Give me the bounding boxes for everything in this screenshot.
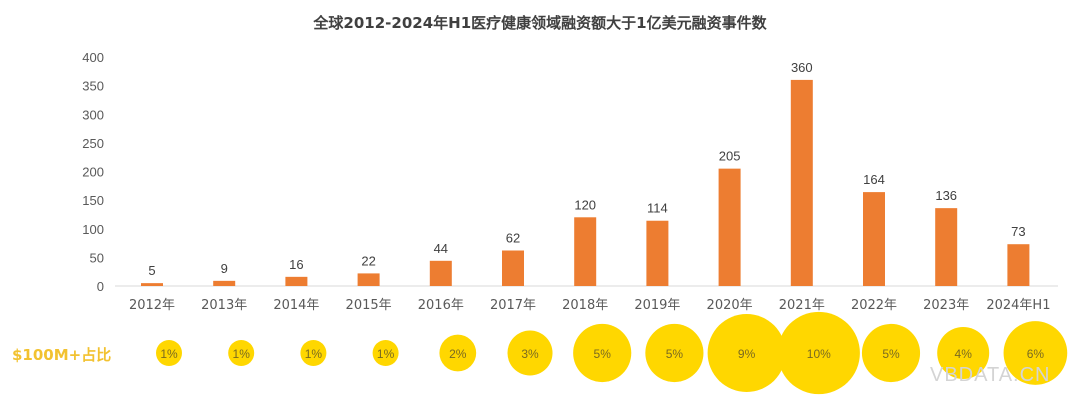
bar [429, 260, 452, 286]
data-label: 9 [221, 261, 228, 276]
x-tick-label: 2013年 [201, 298, 247, 313]
bar [935, 208, 958, 286]
bubble-label: 4% [955, 347, 973, 361]
x-tick-label: 2021年 [779, 298, 825, 313]
chart-title: 全球2012-2024年H1医疗健康领域融资额大于1亿美元融资事件数 [313, 14, 767, 32]
bubble-row-label: $100M+占比 [12, 346, 112, 364]
bubble [439, 334, 477, 372]
data-label: 164 [863, 172, 885, 187]
bubble [645, 323, 704, 383]
bubble-label: 6% [1027, 347, 1045, 361]
bar [285, 276, 308, 286]
x-tick-label: 2012年 [129, 298, 175, 313]
data-label: 205 [719, 149, 741, 164]
x-tick-label: 2014年 [273, 298, 319, 313]
data-label: 22 [361, 253, 375, 268]
y-tick-label: 150 [82, 193, 104, 208]
y-tick-label: 50 [90, 250, 104, 265]
x-tick-label: 2016年 [418, 298, 464, 313]
bubble [777, 311, 860, 395]
bubble [707, 314, 786, 392]
x-tick-label: 2017年 [490, 298, 536, 313]
x-tick-label: 2020年 [707, 298, 753, 313]
bar [863, 192, 885, 286]
bar [790, 79, 813, 287]
bubble [507, 330, 553, 376]
bubble [861, 323, 921, 383]
data-label: 73 [1011, 224, 1025, 239]
bubble-label: 10% [807, 347, 831, 361]
bar [141, 283, 163, 286]
bar [1007, 244, 1030, 286]
bubble [1003, 321, 1068, 385]
bar [213, 280, 236, 286]
bubble-label: 1% [377, 347, 395, 361]
bar [357, 273, 380, 286]
data-label: 62 [506, 231, 520, 246]
bubble-label: 1% [160, 347, 178, 361]
bar [502, 250, 524, 286]
data-label: 5 [148, 263, 155, 278]
bubble-label: 1% [233, 347, 251, 361]
data-label: 114 [647, 201, 668, 216]
x-tick-label: 2024年H1 [986, 298, 1050, 313]
y-tick-label: 350 [82, 79, 104, 94]
bubble-label: 2% [449, 347, 467, 361]
bubble [300, 340, 327, 366]
bar [718, 168, 741, 286]
data-label: 120 [574, 197, 596, 212]
bubble [228, 340, 255, 366]
bubble [573, 323, 632, 383]
bar [574, 217, 597, 286]
x-tick-label: 2019年 [634, 298, 680, 313]
data-label: 360 [791, 60, 813, 75]
bubble-label: 5% [882, 347, 900, 361]
data-label: 136 [935, 188, 957, 203]
y-tick-label: 250 [82, 136, 104, 151]
bubble-label: 9% [738, 347, 756, 361]
y-tick-label: 100 [82, 222, 104, 237]
x-tick-label: 2018年 [562, 298, 608, 313]
y-tick-label: 300 [82, 107, 104, 122]
x-tick-label: 2022年 [851, 298, 897, 313]
y-tick-label: 0 [97, 279, 104, 294]
bar [646, 220, 669, 286]
bubble [937, 327, 990, 379]
bubble-label: 1% [305, 347, 323, 361]
y-tick-label: 200 [82, 165, 104, 180]
bubble [372, 340, 399, 366]
bubble-label: 5% [594, 347, 612, 361]
bubble-label: 5% [666, 347, 684, 361]
data-label: 44 [434, 241, 448, 256]
data-label: 16 [289, 257, 303, 272]
x-tick-label: 2015年 [346, 298, 392, 313]
bubble [156, 340, 182, 366]
bubble-label: 3% [521, 347, 539, 361]
x-tick-label: 2023年 [923, 298, 969, 313]
y-tick-label: 400 [82, 50, 104, 65]
watermark: VBDATA.CN [930, 364, 1051, 386]
